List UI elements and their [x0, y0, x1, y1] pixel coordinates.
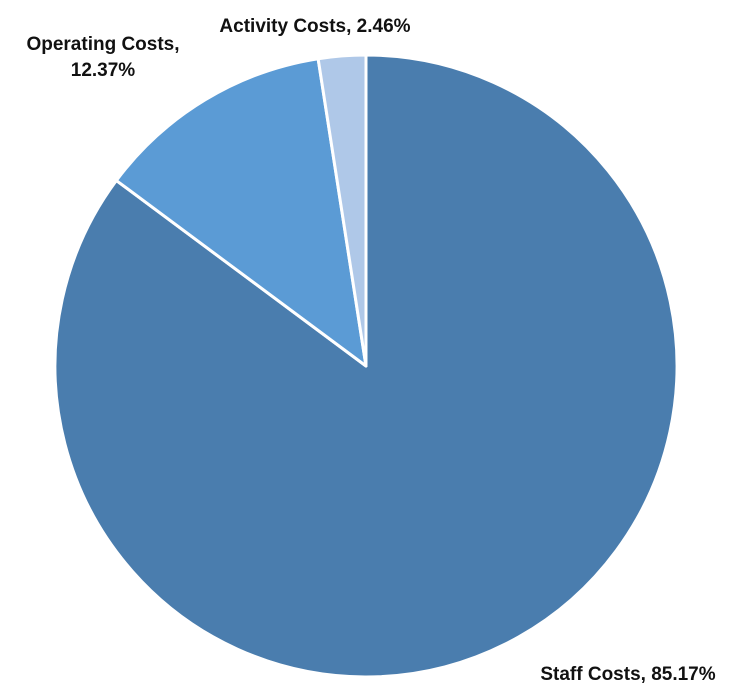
pie-slice-activity-costs	[316, 53, 368, 368]
pie-slice-operating-costs	[114, 57, 368, 368]
slice-label-line: Staff Costs, 85.17%	[540, 664, 715, 685]
slice-label-staff-costs: Staff Costs, 85.17%	[540, 664, 715, 685]
slice-label-line: 12.37%	[71, 60, 136, 81]
slice-label-line: Activity Costs, 2.46%	[219, 16, 410, 37]
pie-labels: Staff Costs, 85.17% Operating Costs, 12.37…	[26, 16, 715, 685]
slice-label-activity-costs: Activity Costs, 2.46%	[219, 16, 410, 37]
slice-label-line: Operating Costs,	[26, 34, 179, 55]
pie-slices	[53, 53, 679, 679]
slice-label-operating-costs: Operating Costs, 12.37%	[26, 34, 179, 81]
